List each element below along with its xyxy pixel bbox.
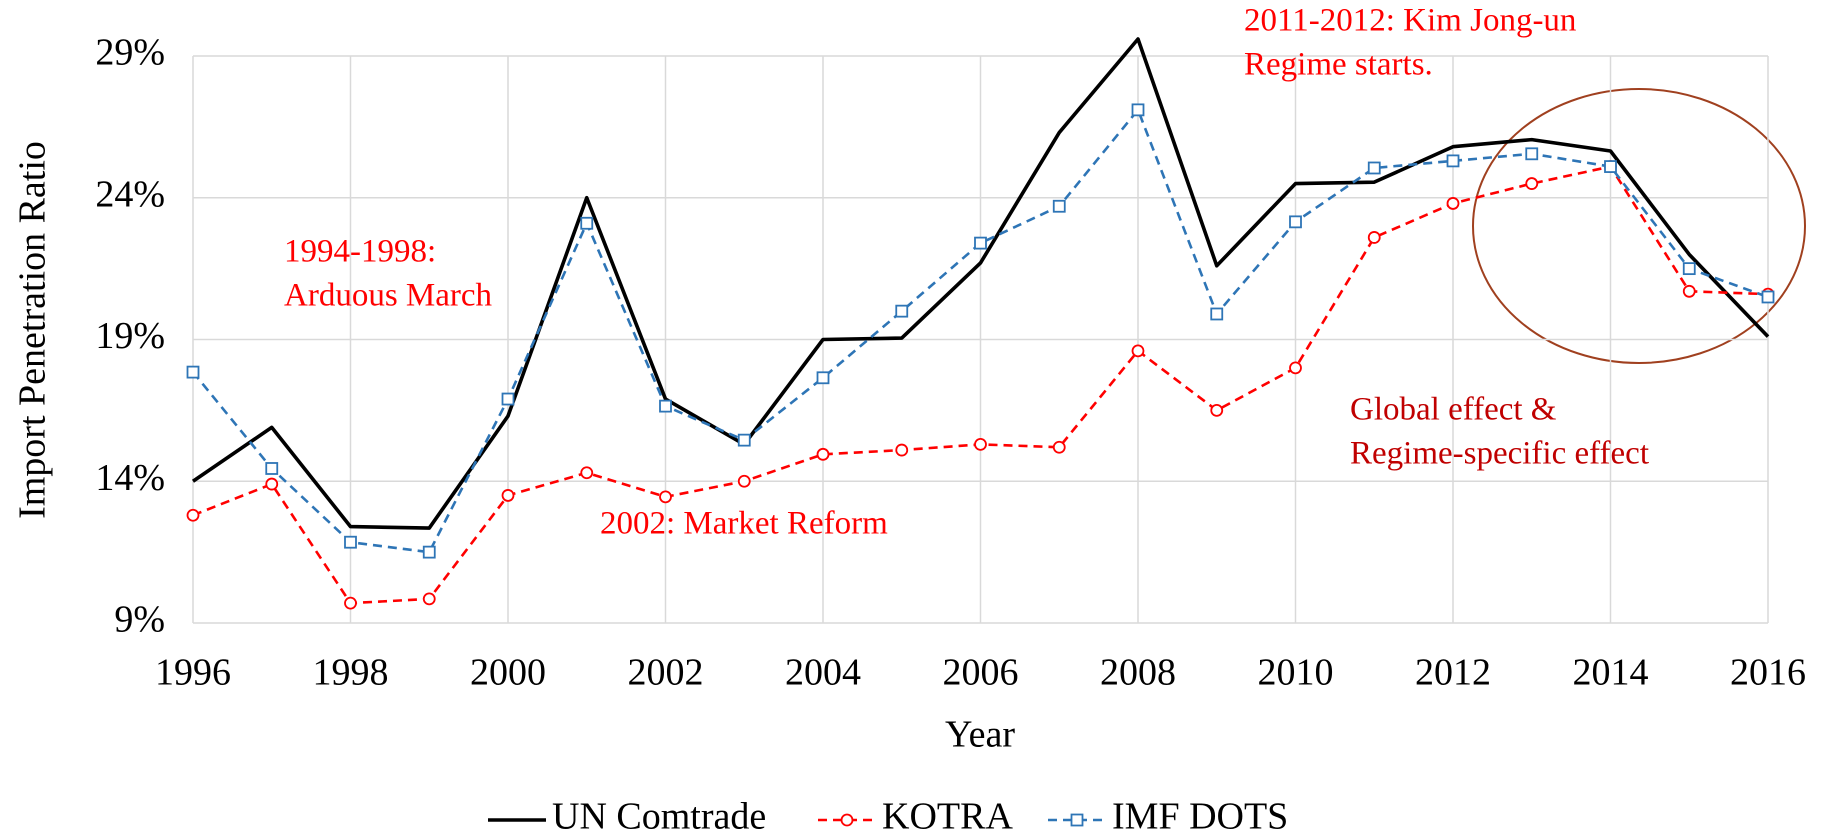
- data-point: [344, 535, 357, 549]
- data-point: [186, 508, 200, 522]
- data-point: [1761, 290, 1775, 304]
- data-point: [1052, 440, 1066, 454]
- data-point: [895, 304, 909, 318]
- data-point: [265, 477, 279, 491]
- x-tick-label: 2006: [943, 652, 1019, 694]
- data-point: [1604, 160, 1617, 173]
- data-point: [1052, 199, 1066, 213]
- data-point: [265, 462, 279, 475]
- legend-label: KOTRA: [882, 796, 1013, 836]
- x-tick-label: 2014: [1573, 652, 1649, 694]
- x-tick-label: 2012: [1415, 652, 1491, 694]
- x-axis-label: Year: [945, 714, 1015, 756]
- data-point: [974, 437, 987, 451]
- x-tick-label: 1998: [313, 652, 389, 694]
- legend-label: UN Comtrade: [552, 796, 766, 836]
- x-tick-label: 1996: [155, 652, 231, 694]
- series-line: [191, 37, 1770, 530]
- data-point: [1682, 262, 1696, 276]
- legend-marker: [1070, 813, 1084, 827]
- data-point: [186, 365, 200, 379]
- data-point: [1210, 307, 1224, 321]
- data-point: [1446, 154, 1460, 168]
- y-tick-label: 24%: [95, 173, 165, 215]
- y-axis-label: Import Penetration Ratio: [12, 141, 54, 519]
- data-point: [974, 236, 987, 250]
- highlight-ellipse: [1472, 88, 1806, 364]
- series-line: [191, 108, 1769, 554]
- data-point: [1367, 161, 1381, 175]
- data-point: [1131, 103, 1145, 117]
- data-point: [1525, 177, 1539, 190]
- x-tick-label: 2000: [470, 652, 546, 694]
- data-point: [659, 490, 672, 504]
- data-point: [737, 433, 751, 447]
- data-point: [344, 596, 357, 610]
- data-point: [816, 447, 830, 461]
- y-tick-label: 19%: [95, 315, 165, 357]
- data-point: [1289, 361, 1302, 375]
- annotation: 1994-1998:: [284, 234, 436, 270]
- data-point: [895, 443, 909, 457]
- annotation: Global effect &: [1350, 392, 1557, 428]
- x-tick-label: 2008: [1100, 652, 1176, 694]
- data-point: [501, 392, 515, 406]
- data-point: [1446, 197, 1460, 210]
- annotation: Regime starts.: [1244, 47, 1433, 83]
- data-point: [816, 371, 830, 385]
- x-tick-label: 2002: [628, 652, 704, 694]
- data-point: [422, 545, 436, 559]
- data-point: [422, 592, 436, 606]
- legend-marker: [840, 813, 854, 827]
- data-point: [580, 216, 594, 230]
- annotation: 2002: Market Reform: [600, 506, 888, 542]
- data-point: [659, 399, 672, 413]
- annotation: Regime-specific effect: [1350, 436, 1649, 472]
- y-tick-label: 14%: [95, 457, 165, 499]
- data-point: [1289, 215, 1302, 229]
- annotation: 2011-2012: Kim Jong-un: [1244, 3, 1576, 39]
- data-point: [1131, 344, 1145, 358]
- data-point: [501, 489, 515, 502]
- data-point: [1682, 284, 1696, 298]
- x-tick-label: 2010: [1258, 652, 1334, 694]
- data-point: [1210, 403, 1224, 417]
- data-point: [1367, 231, 1381, 244]
- x-tick-label: 2016: [1730, 652, 1806, 694]
- x-tick-label: 2004: [785, 652, 861, 694]
- data-point: [580, 466, 594, 480]
- annotation: Arduous March: [284, 278, 493, 314]
- y-tick-label: 29%: [95, 32, 165, 74]
- data-point: [737, 474, 751, 488]
- legend-label: IMF DOTS: [1112, 796, 1288, 836]
- y-tick-label: 9%: [114, 599, 165, 641]
- data-point: [1525, 147, 1539, 161]
